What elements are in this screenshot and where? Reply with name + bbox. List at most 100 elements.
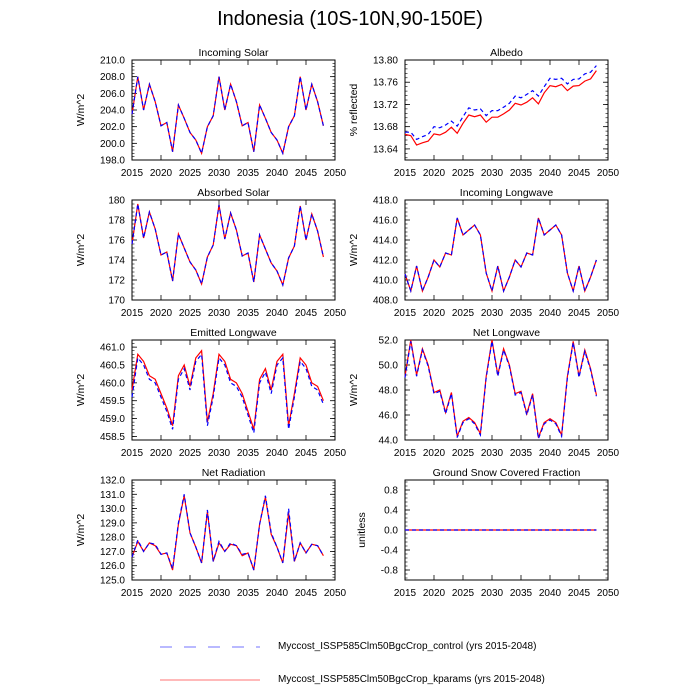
y-tick-label: 13.76 [373,78,398,89]
x-tick-label: 2020 [423,308,446,319]
y-tick-label: 13.80 [373,56,398,67]
x-tick-label: 2050 [597,308,620,319]
x-tick-label: 2035 [237,448,260,459]
x-tick-label: 2050 [597,588,620,599]
y-tick-label: 132.0 [100,476,125,487]
panel-ground-snow-covered-fraction: Ground Snow Covered Fraction unitless -0.8… [356,467,620,599]
y-tick-label: 408.0 [373,296,398,307]
plot-frame [404,199,609,301]
y-axis-label: W/m^2 [75,94,87,127]
x-tick-label: 2045 [295,308,318,319]
legend-entry-control: Myccost_ISSP585Clm50BgcCrop_control (yrs… [160,641,536,652]
x-tick-label: 2045 [568,168,591,179]
x-tick-label: 2040 [266,588,289,599]
y-tick-label: 210.0 [100,56,125,67]
panel-title: Incoming Solar [198,47,269,59]
series-line-control [404,341,597,440]
x-tick-label: 2025 [179,448,202,459]
x-tick-label: 2015 [394,168,417,179]
series-line-kparams [404,339,597,438]
y-tick-label: 0.8 [384,486,398,497]
x-tick-label: 2025 [452,588,475,599]
panel-title: Net Longwave [473,327,540,339]
series-line-kparams [404,70,597,146]
x-tick-label: 2045 [295,448,318,459]
y-tick-label: 416.0 [373,216,398,227]
plot-frame [404,59,609,161]
x-tick-label: 2030 [208,588,231,599]
y-tick-label: 178 [108,216,125,227]
plot-frame [131,59,336,161]
y-axis-label: unitless [356,512,368,548]
series-line-control [405,65,597,141]
y-axis-label: % reflected [348,84,360,137]
x-tick-label: 2035 [237,588,260,599]
x-tick-label: 2020 [423,168,446,179]
x-tick-label: 2025 [452,168,475,179]
x-tick-label: 2030 [481,448,504,459]
y-tick-label: 202.0 [100,122,125,133]
series-line-control [131,494,324,571]
x-tick-label: 2030 [481,588,504,599]
x-tick-label: 2030 [481,168,504,179]
panel-title: Net Radiation [202,467,266,479]
y-tick-label: 13.72 [373,100,398,111]
x-tick-label: 2040 [539,308,562,319]
x-tick-label: 2015 [121,448,144,459]
x-tick-label: 2045 [295,588,318,599]
plot-frame [131,479,336,581]
y-tick-label: 418.0 [373,196,398,207]
x-tick-label: 2015 [394,588,417,599]
panel-incoming-longwave: Incoming Longwave W/m^2 408.0 410.0 412.0 414… [348,187,620,319]
x-tick-label: 2025 [179,168,202,179]
x-tick-label: 2050 [597,448,620,459]
x-tick-label: 2035 [237,308,260,319]
x-tick-label: 2045 [295,168,318,179]
x-tick-label: 2050 [324,308,347,319]
legend-label-kparams: Myccost_ISSP585Clm50BgcCrop_kparams (yrs… [278,674,545,685]
x-tick-label: 2050 [324,448,347,459]
panel-title: Absorbed Solar [197,187,270,199]
panel-emitted-longwave: Emitted Longwave W/m^2 458.5 459.0 459.5 460.… [75,327,347,459]
panel-title: Incoming Longwave [460,187,554,199]
x-tick-label: 2035 [510,168,533,179]
panel-net-radiation: Net Radiation W/m^2 125.0 126.0 127.0 128.0 12… [75,467,347,599]
plot-frame [131,199,336,301]
x-tick-label: 2025 [179,308,202,319]
y-tick-label: 13.68 [373,122,398,133]
legend-swatch-solid [160,679,260,680]
x-tick-label: 2025 [179,588,202,599]
y-tick-label: 461.0 [100,343,125,354]
y-tick-label: 44.0 [379,436,399,447]
panel-title: Ground Snow Covered Fraction [433,467,581,479]
y-tick-label: 50.0 [379,361,399,372]
y-axis-label: W/m^2 [75,514,87,547]
y-tick-label: 13.64 [373,144,398,155]
y-tick-label: 412.0 [373,256,398,267]
y-tick-label: 174 [108,256,125,267]
x-tick-label: 2035 [237,168,260,179]
y-tick-label: 125.0 [100,576,125,587]
x-tick-label: 2015 [394,308,417,319]
x-tick-label: 2030 [208,448,231,459]
y-tick-label: 200.0 [100,139,125,150]
x-tick-label: 2045 [568,448,591,459]
y-tick-label: 204.0 [100,106,125,117]
x-tick-label: 2015 [121,588,144,599]
y-tick-label: 414.0 [373,236,398,247]
legend-swatch-dashed [160,646,260,647]
y-tick-label: 206.0 [100,89,125,100]
y-tick-label: 127.0 [100,547,125,558]
x-tick-label: 2040 [266,448,289,459]
x-tick-label: 2050 [324,168,347,179]
x-tick-label: 2020 [423,448,446,459]
y-tick-label: 180 [108,196,125,207]
series-line-control [131,203,324,288]
y-tick-label: 172 [108,276,125,287]
x-tick-label: 2050 [324,588,347,599]
y-tick-label: 130.0 [100,504,125,515]
series-line-control [404,217,597,294]
x-tick-label: 2020 [423,588,446,599]
plot-frame [404,339,609,441]
